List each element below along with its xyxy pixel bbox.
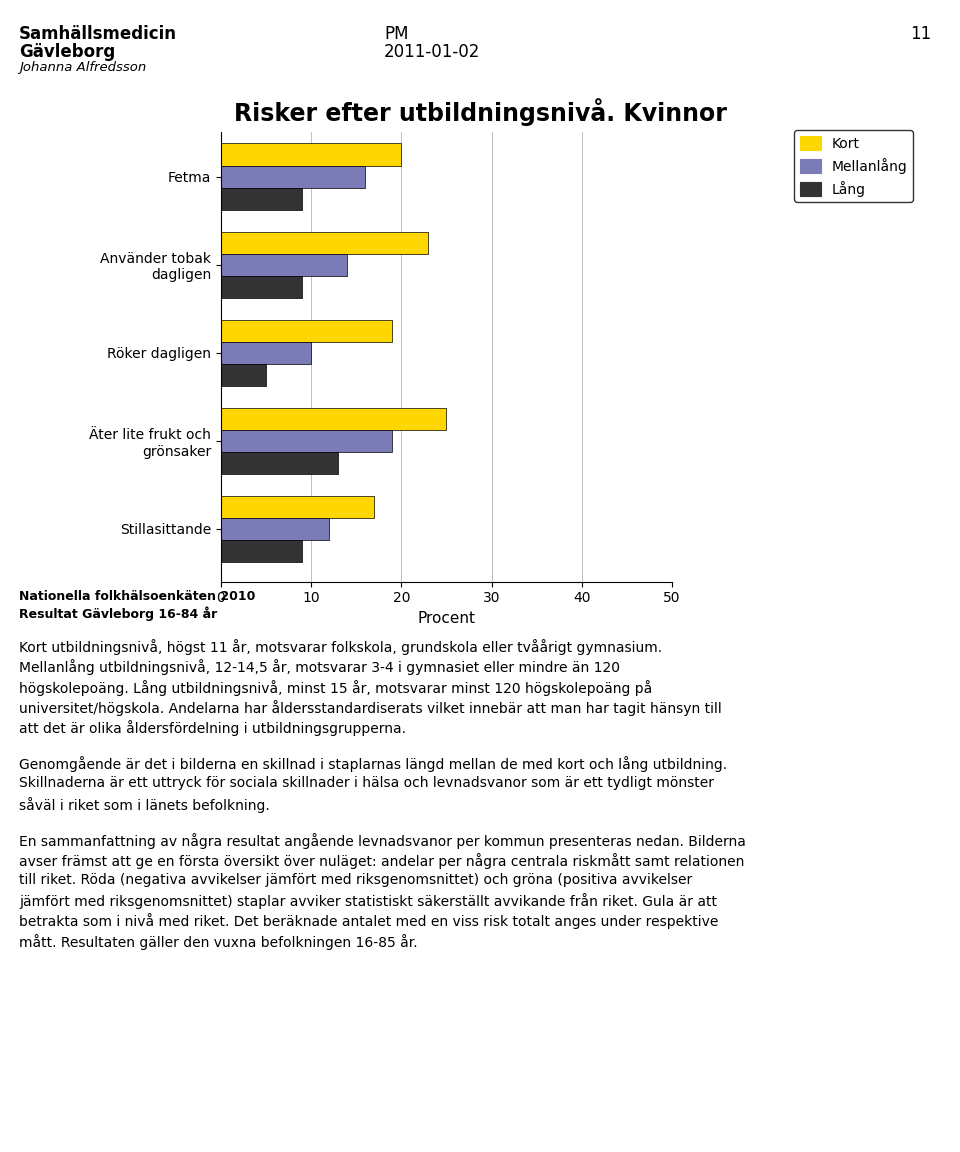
Bar [221, 364, 266, 386]
Text: avser främst att ge en första översikt över nuläget: andelar per några centrala : avser främst att ge en första översikt ö… [19, 854, 745, 869]
Bar [221, 232, 428, 253]
Text: att det är olika åldersfördelning i utbildningsgrupperna.: att det är olika åldersfördelning i utbi… [19, 720, 406, 736]
Text: Johanna Alfredsson: Johanna Alfredsson [19, 61, 147, 74]
Text: Gävleborg: Gävleborg [19, 43, 115, 61]
Text: betrakta som i nivå med riket. Det beräknade antalet med en viss risk totalt ang: betrakta som i nivå med riket. Det beräk… [19, 914, 719, 930]
Bar [221, 275, 302, 297]
Text: Skillnaderna är ett uttryck för sociala skillnader i hälsa och levnadsvanor som : Skillnaderna är ett uttryck för sociala … [19, 776, 714, 790]
Text: Risker efter utbildningsnivå. Kvinnor: Risker efter utbildningsnivå. Kvinnor [233, 98, 727, 126]
Text: Kort utbildningsnivå, högst 11 år, motsvarar folkskola, grundskola eller tvåårig: Kort utbildningsnivå, högst 11 år, motsv… [19, 639, 662, 655]
Bar [221, 144, 401, 166]
Text: Genomgående är det i bilderna en skillnad i staplarnas längd mellan de med kort : Genomgående är det i bilderna en skillna… [19, 757, 728, 772]
Bar [221, 430, 393, 452]
Bar [221, 518, 329, 540]
Bar [221, 452, 338, 473]
Bar [221, 342, 311, 364]
Text: Samhällsmedicin: Samhällsmedicin [19, 25, 178, 44]
Bar [221, 408, 446, 430]
Text: En sammanfattning av några resultat angående levnadsvanor per kommun presenteras: En sammanfattning av några resultat angå… [19, 833, 746, 849]
Bar [221, 495, 374, 518]
Text: Nationella folkhälsoenkäten 2010: Nationella folkhälsoenkäten 2010 [19, 590, 255, 602]
Bar [221, 540, 302, 562]
Text: Resultat Gävleborg 16-84 år: Resultat Gävleborg 16-84 år [19, 606, 218, 621]
Text: jämfört med riksgenomsnittet) staplar avviker statistiskt säkerställt avvikande : jämfört med riksgenomsnittet) staplar av… [19, 894, 717, 909]
Text: mått. Resultaten gäller den vuxna befolkningen 16-85 år.: mått. Resultaten gäller den vuxna befolk… [19, 934, 418, 949]
Text: till riket. Röda (negativa avvikelser jämfört med riksgenomsnittet) och gröna (p: till riket. Röda (negativa avvikelser jä… [19, 873, 692, 887]
Legend: Kort, Mellanlång, Lång: Kort, Mellanlång, Lång [795, 130, 913, 202]
Bar [221, 253, 348, 275]
Text: 11: 11 [910, 25, 931, 44]
Text: Mellanlång utbildningsnivå, 12-14,5 år, motsvarar 3-4 i gymnasiet eller mindre ä: Mellanlång utbildningsnivå, 12-14,5 år, … [19, 659, 620, 675]
Bar [221, 188, 302, 210]
Text: såväl i riket som i länets befolkning.: såväl i riket som i länets befolkning. [19, 797, 270, 812]
Bar [221, 166, 365, 188]
Text: universitet/högskola. Andelarna har åldersstandardiserats vilket innebär att man: universitet/högskola. Andelarna har ålde… [19, 700, 722, 715]
X-axis label: Procent: Procent [418, 611, 475, 626]
Bar [221, 320, 393, 342]
Text: högskolepoäng. Lång utbildningsnivå, minst 15 år, motsvarar minst 120 högskolepo: högskolepoäng. Lång utbildningsnivå, min… [19, 680, 653, 696]
Text: 2011-01-02: 2011-01-02 [384, 43, 480, 61]
Text: PM: PM [384, 25, 409, 44]
